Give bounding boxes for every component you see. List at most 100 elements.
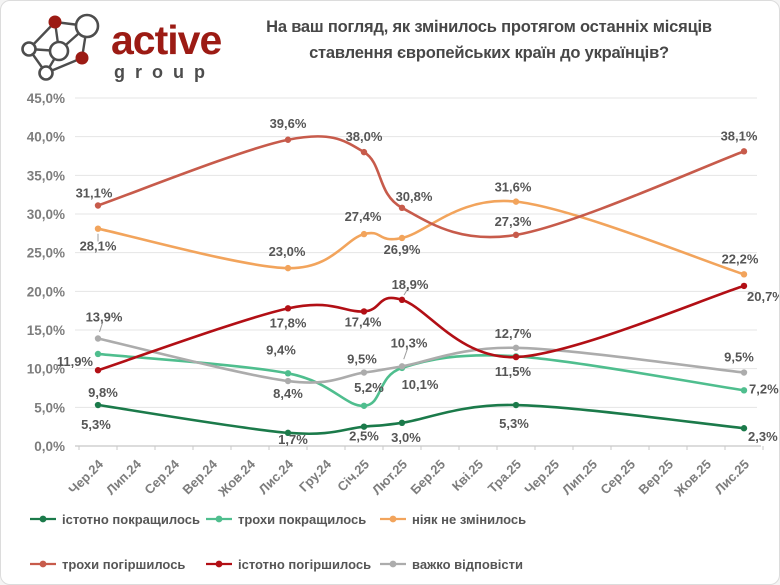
data-point-label: 10,1%	[402, 377, 439, 392]
data-point-marker	[360, 423, 368, 430]
x-tick-label: Лип.25	[559, 457, 600, 498]
data-point-marker	[284, 429, 292, 437]
data-point-marker	[94, 367, 102, 374]
data-point-marker	[740, 369, 748, 376]
x-tick-label: Бер.25	[407, 457, 448, 498]
header: active group На ваш погляд, як змінилось…	[1, 1, 779, 89]
x-tick-label: Лис.24	[256, 456, 297, 497]
data-point-marker	[360, 230, 368, 238]
data-point-marker	[360, 369, 368, 376]
data-point-marker	[398, 363, 406, 370]
x-tick-label: Жов.24	[215, 456, 259, 500]
x-tick-label: Чер.25	[522, 457, 563, 498]
data-point-marker	[740, 425, 748, 432]
series-line	[96, 352, 746, 408]
data-point-label: 38,1%	[721, 128, 758, 143]
data-point-label: 28,1%	[80, 239, 117, 254]
y-axis-labels: 0,0% 5,0% 10,0% 15,0% 20,0% 25,0% 30,0% 35,0% 40…	[27, 91, 65, 454]
legend-item-2: ніяк не змінилось	[379, 512, 639, 527]
data-point-marker	[512, 401, 520, 409]
logo-network-nodes	[21, 13, 100, 81]
x-tick-label: Сер.24	[141, 456, 182, 497]
legend-item-4: істотно погіршилось	[205, 557, 379, 572]
y-tick-label: 45,0%	[27, 91, 65, 106]
y-tick-label: 30,0%	[27, 207, 65, 222]
data-point-label: 27,4%	[345, 209, 382, 224]
data-point-label: 9,4%	[266, 342, 296, 357]
data-point-label: 1,7%	[278, 432, 308, 447]
data-point-marker	[398, 204, 406, 212]
legend-marker-icon	[380, 560, 406, 568]
legend-label: ніяк не змінилось	[412, 511, 527, 527]
y-tick-label: 20,0%	[27, 284, 65, 299]
data-point-label: 38,0%	[346, 129, 383, 144]
data-point-marker	[398, 419, 406, 426]
legend-item-0: істотно покращилось	[29, 512, 205, 527]
chart-legend: істотно покращилось трохи покращилось ні…	[29, 507, 769, 584]
series-line	[96, 337, 746, 384]
series-4: 9,8% 17,8% 17,4% 18,9% 11,5% 20,7%	[88, 277, 780, 400]
data-point-marker	[284, 136, 292, 143]
legend-label: важко відповісти	[412, 556, 523, 572]
label-leader-line	[403, 348, 409, 360]
label-leader-line	[403, 287, 409, 296]
data-point-marker	[398, 296, 406, 304]
data-point-marker	[284, 370, 292, 377]
x-tick-label: Тра.25	[485, 457, 524, 496]
data-point-marker	[398, 234, 406, 242]
data-point-label: 9,5%	[347, 352, 377, 367]
logo-network-icon: active group	[21, 13, 222, 82]
data-point-label: 18,9%	[392, 277, 429, 292]
y-tick-label: 25,0%	[27, 246, 65, 261]
legend-marker-icon	[206, 560, 232, 568]
data-point-label: 39,6%	[270, 116, 307, 131]
x-tick-label: Сер.25	[597, 457, 638, 498]
data-point-label: 11,9%	[57, 354, 94, 369]
legend-label: трохи покращилось	[238, 511, 367, 527]
chart-title-line2: ставлення європейських країн до українці…	[309, 44, 669, 62]
data-point-label: 26,9%	[384, 242, 421, 257]
data-point-marker	[360, 308, 368, 315]
data-point-label: 12,7%	[495, 326, 532, 341]
legend-label: трохи погіршилось	[62, 556, 186, 572]
data-point-label: 13,9%	[86, 310, 123, 325]
data-point-marker	[740, 271, 748, 278]
data-point-label: 17,8%	[270, 315, 307, 330]
data-point-label: 17,4%	[345, 314, 382, 329]
y-tick-label: 15,0%	[27, 323, 65, 338]
data-point-label: 20,7%	[747, 289, 780, 304]
x-tick-label: Жов.25	[671, 457, 715, 501]
series-0: 5,3% 1,7% 2,5% 3,0% 5,3% 2,3%	[81, 401, 778, 447]
logo-brand-text: active	[111, 17, 221, 63]
data-point-marker	[740, 387, 748, 394]
data-point-marker	[284, 264, 292, 272]
active-group-logo: active group	[15, 7, 225, 85]
legend-item-5: важко відповісти	[379, 557, 639, 572]
series-line	[96, 403, 746, 436]
data-point-label: 22,2%	[722, 251, 759, 266]
data-point-label: 5,3%	[499, 416, 529, 431]
y-tick-label: 35,0%	[27, 168, 65, 183]
series-line	[96, 284, 746, 372]
data-point-label: 2,3%	[748, 429, 778, 444]
attitude-change-line-chart: 0,0% 5,0% 10,0% 15,0% 20,0% 25,0% 30,0% 35,0% 40…	[27, 91, 780, 500]
x-tick-label: Кві.25	[449, 457, 486, 494]
data-point-marker	[94, 202, 102, 209]
data-point-label: 5,2%	[354, 380, 384, 395]
data-point-marker	[94, 335, 102, 342]
series-3: 31,1% 39,6% 38,0% 30,8% 27,3% 38,1%	[76, 116, 758, 239]
x-tick-label: Чер.24	[66, 456, 107, 497]
chart-title: На ваш погляд, як змінилось протягом ост…	[239, 14, 739, 66]
x-tick-label: Лис.25	[712, 457, 753, 498]
data-point-label: 30,8%	[396, 189, 433, 204]
legend-row: трохи погіршилось істотно погіршилось ва…	[29, 552, 769, 576]
data-point-marker	[94, 350, 102, 358]
data-point-label: 9,8%	[88, 385, 118, 400]
legend-label: істотно покращилось	[62, 511, 200, 527]
data-point-marker	[512, 353, 520, 361]
data-point-label: 7,2%	[749, 381, 779, 396]
x-tick-label: Лют.25	[369, 457, 410, 498]
label-leader-line	[99, 321, 104, 333]
